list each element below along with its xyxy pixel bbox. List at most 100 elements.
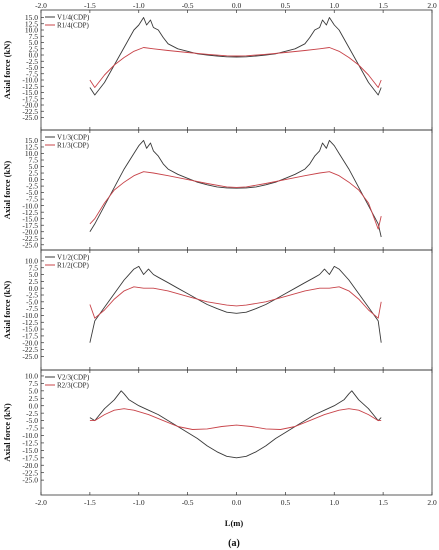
x-tick-label-top: -1.0 [133, 1, 145, 10]
x-tick-label-top: 1.0 [330, 1, 340, 10]
plot-frame [40, 369, 433, 496]
y-tick-label: 2.5 [29, 44, 39, 53]
y-tick-label: -2.5 [26, 291, 38, 300]
y-tick-label: 2.5 [29, 169, 39, 178]
legend-label: R1/2(CDP) [57, 262, 90, 270]
y-tick-label: -10.0 [22, 311, 38, 320]
series-line-V1/2(CDP) [89, 265, 382, 343]
y-tick-label: 5.0 [29, 38, 39, 47]
y-tick-label: -25.0 [22, 113, 38, 122]
y-axis-label: Axial force (kN) [2, 161, 12, 220]
y-tick-label: 2.5 [29, 394, 39, 403]
y-tick-label: -20.0 [22, 101, 38, 110]
y-tick-label: -15.0 [22, 88, 38, 97]
x-tick-label-bottom: -2.0 [35, 498, 47, 507]
y-tick-label: -22.5 [22, 107, 38, 116]
x-tick-label-bottom: 1.5 [378, 498, 388, 507]
y-tick-label: -15.0 [22, 446, 38, 455]
x-tick-label-top: 0.0 [232, 1, 242, 10]
legend-label: V1/2(CDP) [57, 254, 90, 262]
chart-panel-4: -2.0 -1.5 -1.0 -0.5 0.0 0.5 1.0 1.5 2.0 10.07.55.… [2, 369, 437, 507]
legend-label: R1/3(CDP) [57, 142, 90, 150]
y-tick-label: -12.5 [22, 439, 38, 448]
y-tick-label: -5.0 [26, 297, 38, 306]
y-tick-label: -15.0 [22, 214, 38, 223]
y-tick-label: -25.0 [22, 476, 38, 485]
y-tick-label: 0.0 [29, 175, 39, 184]
x-tick-label-bottom: 0.0 [232, 498, 242, 507]
plot-frame [40, 249, 433, 371]
y-tick-label: -17.5 [22, 94, 38, 103]
y-tick-label: 2.5 [29, 277, 39, 286]
x-axis-label: L(m) [225, 518, 244, 528]
series-line-R1/4(CDP) [89, 47, 382, 88]
y-tick-label: -12.5 [22, 208, 38, 217]
legend-label: V1/4(CDP) [57, 14, 90, 22]
legend-label: R2/3(CDP) [57, 382, 90, 390]
y-tick-label: -17.5 [22, 453, 38, 462]
y-tick-label: -5.0 [26, 63, 38, 72]
y-tick-label: 0.0 [29, 401, 39, 410]
x-tick-label-top: 2.0 [427, 1, 437, 10]
chart-panel-3: 10.07.55.02.50.0-2.5-5.0-7.5-10.0-12.5-1… [2, 249, 433, 371]
y-tick-label: -12.5 [22, 82, 38, 91]
legend-label: V1/3(CDP) [57, 134, 90, 142]
series-line-V1/4(CDP) [89, 17, 382, 96]
series-line-V1/3(CDP) [89, 139, 382, 238]
y-tick-label: 5.0 [29, 386, 39, 395]
y-tick-label: -10.0 [22, 201, 38, 210]
y-tick-label: -20.0 [22, 461, 38, 470]
y-tick-label: -22.5 [22, 345, 38, 354]
y-tick-label: 5.0 [29, 270, 39, 279]
plot-frame [40, 129, 433, 251]
y-tick-label: -17.5 [22, 221, 38, 230]
y-tick-label: 10.0 [25, 149, 38, 158]
y-tick-label: -20.0 [22, 227, 38, 236]
y-tick-label: -12.5 [22, 318, 38, 327]
y-tick-label: 10.0 [25, 372, 38, 381]
y-tick-label: -20.0 [22, 338, 38, 347]
y-tick-label: 7.5 [29, 263, 39, 272]
y-tick-label: -22.5 [22, 468, 38, 477]
y-tick-label: -15.0 [22, 325, 38, 334]
y-tick-label: 0.0 [29, 284, 39, 293]
y-tick-label: 12.5 [25, 143, 38, 152]
chart-panel-2: 15.012.510.07.55.02.50.0-2.5-5.0-7.5-10.… [2, 129, 433, 251]
x-tick-label-bottom: 2.0 [427, 498, 437, 507]
x-tick-label-bottom: -1.5 [84, 498, 96, 507]
y-tick-label: -17.5 [22, 332, 38, 341]
x-tick-label-bottom: -0.5 [182, 498, 194, 507]
series-line-R1/3(CDP) [89, 171, 382, 230]
x-tick-label-top: 1.5 [378, 1, 388, 10]
y-tick-label: -10.0 [22, 431, 38, 440]
y-tick-label: -22.5 [22, 234, 38, 243]
y-tick-label: -7.5 [26, 69, 38, 78]
y-tick-label: -7.5 [26, 424, 38, 433]
series-line-R1/2(CDP) [89, 286, 382, 319]
y-tick-label: -5.0 [26, 416, 38, 425]
y-tick-label: 0.0 [29, 51, 39, 60]
y-tick-label: -2.5 [26, 409, 38, 418]
y-axis-label: Axial force (kN) [2, 41, 12, 100]
x-tick-label-bottom: -1.0 [133, 498, 145, 507]
y-tick-label: 10.0 [25, 26, 38, 35]
y-tick-label: -25.0 [22, 240, 38, 249]
x-tick-label-top: -1.5 [84, 1, 96, 10]
x-tick-label-top: -0.5 [182, 1, 194, 10]
y-tick-label: 15.0 [25, 13, 38, 22]
x-tick-label-top: 0.5 [281, 1, 291, 10]
y-tick-label: 7.5 [29, 156, 39, 165]
y-tick-label: -10.0 [22, 76, 38, 85]
y-tick-label: 5.0 [29, 162, 39, 171]
y-tick-label: 12.5 [25, 19, 38, 28]
y-tick-label: -5.0 [26, 188, 38, 197]
x-tick-label-bottom: 0.5 [281, 498, 291, 507]
y-tick-label: -2.5 [26, 57, 38, 66]
plot-frame [40, 9, 433, 131]
y-tick-label: 10.0 [25, 257, 38, 266]
legend-label: V2/3(CDP) [57, 374, 90, 382]
y-tick-label: 15.0 [25, 136, 38, 145]
y-tick-label: -7.5 [26, 195, 38, 204]
series-line-V2/3(CDP) [89, 390, 382, 459]
